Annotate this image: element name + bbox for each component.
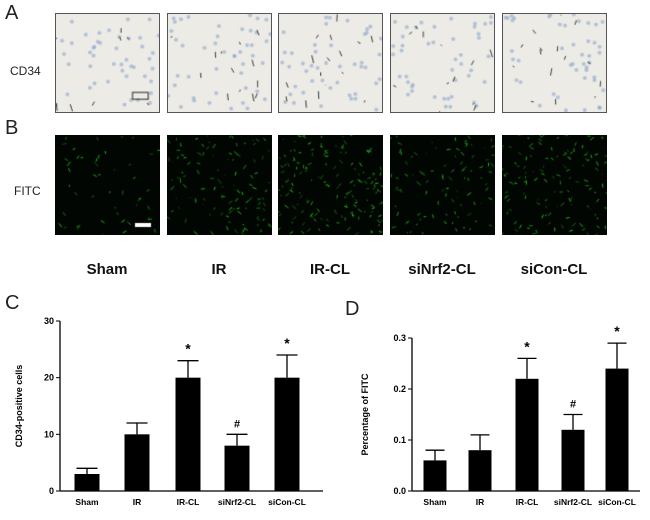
x-tick-label: siNrf2-CL	[218, 497, 256, 507]
x-tick-label: siNrf2-CL	[554, 497, 592, 507]
panel-label-b: B	[5, 117, 19, 139]
panel-label-a: A	[5, 2, 19, 24]
significance-marker: #	[570, 399, 576, 411]
cd34-image-sinrf2-cl	[390, 13, 495, 113]
group-label: IR-CL	[310, 261, 350, 278]
panel-label-d: D	[345, 298, 360, 320]
bar-sinrf2-cl	[561, 429, 585, 491]
fitc-image-sicon-cl	[502, 135, 607, 235]
y-tick-label: 30	[44, 316, 54, 326]
bar-sham	[423, 460, 447, 491]
fitc-image-sham	[55, 135, 160, 235]
x-tick-label: IR	[476, 497, 485, 507]
bar-sicon-cl	[605, 368, 629, 491]
x-tick-label: IR-CL	[516, 497, 539, 507]
group-label: siNrf2-CL	[408, 261, 476, 278]
y-tick-label: 0	[49, 486, 54, 496]
x-tick-label: siCon-CL	[268, 497, 306, 507]
bar-ir	[468, 450, 492, 491]
cd34-image-ir	[167, 13, 272, 113]
x-tick-label: siCon-CL	[598, 497, 636, 507]
significance-marker: *	[614, 323, 620, 339]
row-label-cd34: CD34	[10, 64, 41, 78]
bar-sham	[74, 474, 100, 491]
panel-label-c: C	[5, 292, 20, 314]
row-label-fitc: FITC	[14, 184, 41, 198]
bar-sicon-cl	[274, 377, 300, 491]
significance-marker: *	[185, 341, 191, 357]
y-axis-label: CD34-positive cells	[14, 365, 24, 448]
y-tick-label: 0.2	[393, 384, 406, 394]
bar-ir-cl	[175, 377, 201, 491]
bar-ir	[124, 434, 150, 491]
cd34-image-sicon-cl	[502, 13, 607, 113]
group-label: siCon-CL	[520, 261, 588, 278]
y-tick-label: 0.0	[393, 486, 406, 496]
y-tick-label: 0.3	[393, 333, 406, 343]
y-axis-label: Percentage of FITC	[360, 373, 370, 456]
significance-marker: #	[234, 418, 240, 430]
y-tick-label: 0.1	[393, 435, 406, 445]
bar-ir-cl	[515, 378, 539, 491]
group-label: Sham	[86, 261, 128, 278]
y-tick-label: 20	[44, 373, 54, 383]
fitc-image-ir	[167, 135, 272, 235]
significance-marker: *	[284, 335, 290, 351]
x-tick-label: Sham	[75, 497, 99, 507]
x-tick-label: IR-CL	[177, 497, 200, 507]
y-tick-label: 10	[44, 429, 54, 439]
group-label: IR	[211, 261, 227, 278]
x-tick-label: Sham	[423, 497, 447, 507]
cd34-image-sham	[55, 13, 160, 113]
fitc-image-ir-cl	[278, 135, 383, 235]
fitc-image-sinrf2-cl	[390, 135, 495, 235]
significance-marker: *	[524, 338, 530, 354]
cd34-image-ir-cl	[278, 13, 383, 113]
bar-sinrf2-cl	[224, 445, 250, 491]
x-tick-label: IR	[133, 497, 142, 507]
